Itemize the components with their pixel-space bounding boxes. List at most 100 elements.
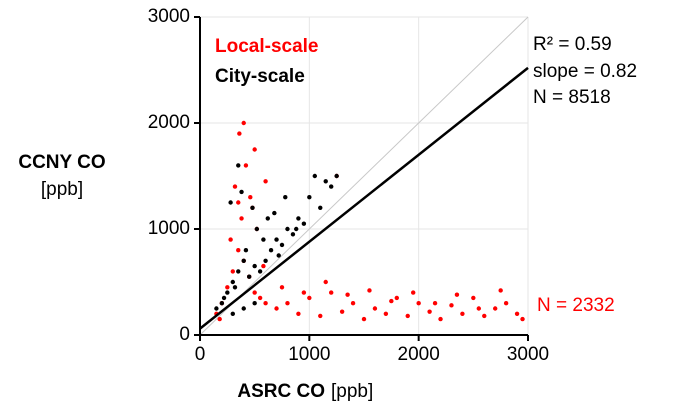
scatter-point bbox=[241, 120, 246, 126]
scatter-point bbox=[503, 301, 509, 306]
scatter-point bbox=[416, 301, 421, 306]
scatter-point bbox=[221, 295, 227, 301]
scatter-point bbox=[449, 303, 454, 308]
scatter-point bbox=[296, 311, 301, 316]
scatter-point bbox=[279, 285, 285, 290]
y-axis-unit: [ppb] bbox=[41, 179, 83, 200]
scatter-point bbox=[239, 216, 244, 221]
scatter-point bbox=[323, 279, 328, 285]
annotation: R² = 0.59 bbox=[533, 34, 612, 55]
y-tick-label: 1000 bbox=[148, 218, 190, 239]
scatter-point bbox=[498, 288, 503, 293]
scatter-point bbox=[283, 195, 288, 200]
scatter-point bbox=[514, 311, 520, 316]
scatter-point bbox=[345, 292, 350, 297]
scatter-point bbox=[476, 306, 481, 311]
scatter-point bbox=[219, 301, 225, 306]
scatter-point bbox=[339, 309, 345, 314]
scatter-point bbox=[361, 316, 367, 322]
scatter-point bbox=[250, 205, 255, 210]
scatter-point bbox=[236, 269, 241, 274]
scatter-point bbox=[232, 285, 238, 290]
scatter-point bbox=[241, 258, 246, 263]
scatter-point bbox=[301, 290, 307, 295]
scatter-point bbox=[294, 226, 299, 232]
x-axis-unit: [ppb] bbox=[331, 381, 373, 402]
x-tick-label: 2000 bbox=[398, 344, 440, 365]
legend-entry: City-scale bbox=[215, 66, 305, 87]
scatter-point bbox=[427, 309, 432, 314]
scatter-point bbox=[252, 147, 257, 152]
scatter-point bbox=[261, 237, 266, 242]
scatter-point bbox=[290, 232, 296, 237]
scatter-point bbox=[312, 173, 317, 179]
scatter-point bbox=[482, 313, 487, 319]
scatter-point bbox=[307, 195, 312, 200]
annotation: slope = 0.82 bbox=[533, 61, 637, 82]
scatter-point bbox=[285, 301, 290, 306]
scatter-point bbox=[367, 288, 372, 293]
scatter-point bbox=[263, 179, 268, 184]
scatter-point bbox=[265, 216, 270, 221]
scatter-point bbox=[383, 311, 389, 316]
scatter-point bbox=[394, 295, 399, 301]
y-tick-label: 2000 bbox=[148, 112, 190, 133]
scatter-point bbox=[307, 295, 312, 301]
scatter-point bbox=[254, 226, 260, 232]
scatter-point bbox=[243, 248, 249, 253]
scatter-point bbox=[261, 263, 266, 269]
scatter-point bbox=[263, 258, 268, 263]
scatter-point bbox=[243, 163, 249, 168]
y-tick-label: 3000 bbox=[148, 6, 190, 27]
scatter-point bbox=[241, 306, 246, 311]
scatter-point bbox=[276, 253, 281, 258]
scatter-point bbox=[318, 205, 323, 210]
annotation: N = 8518 bbox=[533, 87, 611, 108]
scatter-point bbox=[232, 184, 238, 189]
scatter-point bbox=[334, 173, 339, 179]
scatter-point bbox=[247, 274, 252, 279]
scatter-point bbox=[237, 131, 242, 136]
scatter-point bbox=[438, 316, 443, 322]
scatter-point bbox=[236, 200, 241, 205]
annotation: N = 2332 bbox=[537, 295, 615, 316]
scatter-point bbox=[274, 237, 279, 242]
scatter-point bbox=[493, 306, 498, 311]
scatter-point bbox=[274, 306, 279, 311]
scatter-point bbox=[372, 306, 378, 311]
scatter-point bbox=[214, 306, 219, 311]
scatter-point bbox=[230, 311, 235, 316]
scatter-point bbox=[230, 269, 235, 274]
scatter-point bbox=[248, 195, 253, 200]
x-axis-label: ASRC CO bbox=[237, 381, 325, 402]
scatter-point bbox=[252, 301, 257, 306]
scatter-point bbox=[301, 221, 307, 226]
scatter-point bbox=[471, 295, 476, 301]
scatter-point bbox=[329, 290, 334, 295]
scatter-point bbox=[323, 179, 328, 184]
scatter-point bbox=[225, 290, 230, 295]
scatter-point bbox=[236, 163, 241, 168]
scatter-point bbox=[520, 316, 525, 322]
scatter-point bbox=[389, 298, 394, 304]
scatter-point bbox=[252, 290, 257, 295]
scatter-point bbox=[257, 295, 263, 301]
scatter-point bbox=[228, 237, 233, 242]
scatter-point bbox=[239, 189, 244, 195]
scatter-point bbox=[432, 301, 438, 306]
x-tick-label: 0 bbox=[195, 344, 206, 365]
x-tick-label: 3000 bbox=[507, 344, 549, 365]
scatter-point bbox=[279, 242, 285, 248]
scatter-point bbox=[350, 301, 356, 306]
scatter-point bbox=[228, 200, 233, 205]
scatter-point bbox=[252, 263, 257, 269]
scatter-point bbox=[225, 285, 230, 290]
scatter-point bbox=[285, 226, 290, 232]
scatter-point bbox=[460, 311, 465, 316]
scatter-point bbox=[296, 216, 301, 221]
scatter-point bbox=[411, 290, 416, 295]
scatter-point bbox=[263, 301, 268, 306]
scatter-point bbox=[268, 248, 274, 253]
scatter-point bbox=[230, 279, 235, 285]
